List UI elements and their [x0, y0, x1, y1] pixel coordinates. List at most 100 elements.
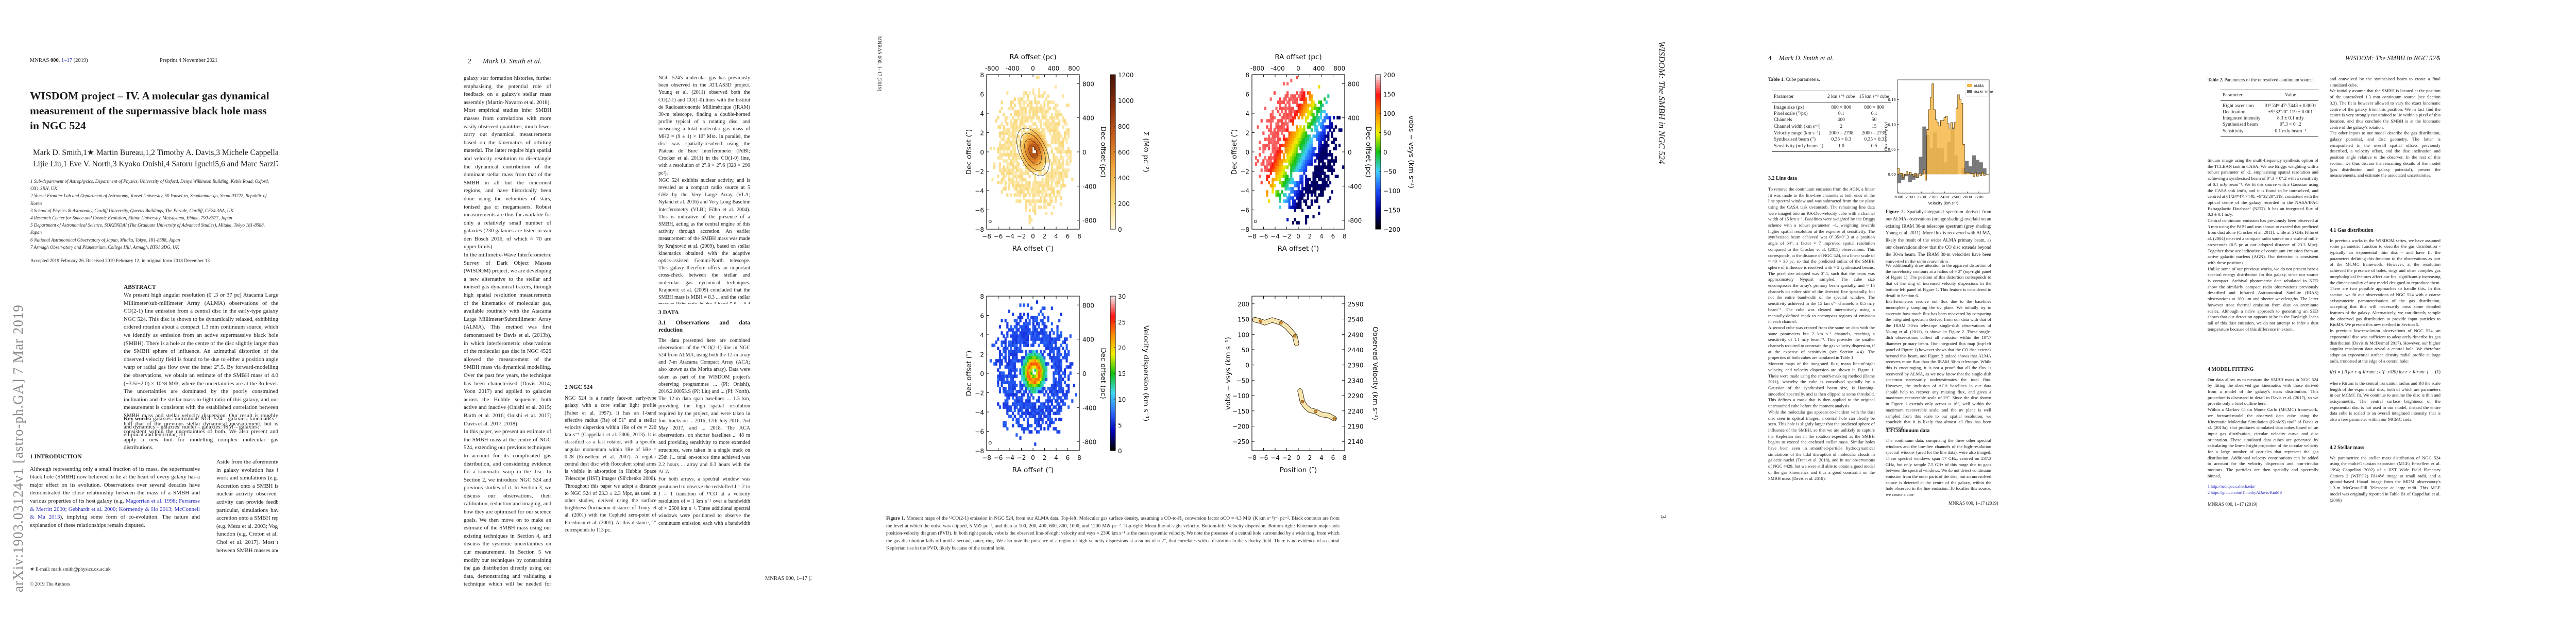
spectrum-bar-alma: [1971, 173, 1974, 175]
x-tick-label: 2400: [1940, 195, 1949, 199]
table-cell: 0.35 × 0.3: [1864, 137, 1884, 142]
legend-swatch: [1967, 90, 1972, 93]
spectrum-bar-alma: [1954, 122, 1956, 175]
y2-axis-label: Dec offset (pc): [1099, 348, 1107, 399]
spectrum-bar-alma: [1899, 173, 1901, 175]
spectrum-bar-alma: [1949, 129, 1951, 175]
y-tick-label: 0.10: [1888, 123, 1896, 127]
y-tick-label: 0.05: [1888, 148, 1896, 152]
footnote-2[interactable]: 2 https://github.com/TimothyADavis/KinMS: [2208, 490, 2282, 495]
x-tick-label: −6: [1259, 233, 1268, 240]
spectrum-bar-alma: [1920, 174, 1922, 176]
x-axis-label: RA offset (″): [1278, 245, 1319, 253]
panel-fig1-bottom-left: −8 −6 −4 −2 0 2 4 6 8RA offset (″)−8−6−4−2024688…: [965, 293, 1150, 474]
page-5: WISDOM: The SMBH in NGC 524 5 Table 2. P…: [2195, 0, 2576, 618]
beam-ellipse: [988, 220, 992, 223]
spectrum-bar-alma: [1913, 174, 1915, 177]
x-axis-label: Velocity (km s⁻¹): [1928, 201, 1959, 205]
y-tick-label: 4: [1245, 110, 1249, 117]
y-tick-label: 50: [1242, 347, 1249, 354]
y-tick-label: −2: [975, 390, 984, 397]
x-tick-label: −2: [1282, 233, 1292, 240]
x-tick-label: 4: [1319, 233, 1324, 240]
intro-column-2: Aside from the aforementioned empirical …: [216, 459, 278, 554]
page-4: 4 Mark D. Smith et al. Table 1. Cube par…: [1752, 0, 2195, 618]
preprint-date: Preprint 4 November 2021: [160, 58, 218, 63]
pvd-peak: [1300, 400, 1304, 404]
y-tick-label: 8: [980, 293, 984, 300]
citation-links[interactable]: Magorrian et al. 1998; Ferrarese & Merri…: [30, 497, 200, 521]
table-cell: 800 × 800: [1864, 105, 1884, 110]
x-tick-label: −4: [1270, 233, 1280, 240]
beam-ellipse: [1253, 220, 1257, 223]
y-tick-label: 0: [980, 149, 984, 156]
x-tick-label: 8: [1343, 233, 1347, 240]
continuum-section: 3.3 Continuum data The continuum data, c…: [1886, 428, 1991, 497]
pvd-peak: [1293, 334, 1297, 338]
x-tick-label: −4: [1270, 454, 1280, 461]
y-tick-label: −250: [1232, 438, 1249, 445]
spectrum-bar-alma: [1923, 169, 1925, 175]
legend-label: ALMA: [1974, 84, 1984, 88]
spectrum-bar-alma: [1956, 108, 1958, 175]
y2-tick-label: 2440: [1348, 347, 1364, 354]
y2-tick-label: 2190: [1348, 423, 1364, 430]
colorbar-tick-label: 1000: [1118, 97, 1134, 105]
x-axis-label: Position (″): [1280, 466, 1317, 474]
table-row: Synthesised beam 0″.3 × 0″.2: [2221, 122, 2318, 128]
section-heading: 1 INTRODUCTION: [30, 454, 82, 460]
table-cell: 50: [1871, 117, 1877, 123]
colorbar-tick-label: 0: [1118, 448, 1122, 455]
y-tick-label: −4: [1240, 187, 1249, 195]
x2-tick-label: 800: [1068, 65, 1080, 72]
y2-tick-label: 0: [1082, 149, 1087, 156]
table-row: Channel width (km s⁻¹) 2 15: [1772, 123, 1891, 130]
spectrum-bar-alma: [1980, 174, 1982, 176]
table-cell: 15: [1871, 124, 1877, 129]
spectrum-bar-alma: [1939, 126, 1941, 175]
spectrum-bar-alma: [1942, 121, 1944, 175]
spectrum-bar-iram-30-m: [1975, 160, 1979, 175]
x-tick-label: −6: [994, 454, 1003, 461]
colorbar-tick-label: −100: [1383, 187, 1400, 195]
colorbar-label: Velocity dispersion (km s⁻¹): [1142, 325, 1150, 421]
footnote-1[interactable]: 1 http://ned.ipac.caltech.edu/: [2208, 484, 2256, 489]
column-3: NGC 524's molecular gas has previously b…: [658, 75, 750, 304]
table-row: Synthesised beam (″) 0.35 × 0.3 0.35 × 0.3: [1772, 136, 1891, 143]
y-tick-label: 4: [980, 110, 984, 117]
x-tick-label: −8: [1247, 454, 1257, 461]
y2-tick-label: 800: [1082, 80, 1094, 88]
spectrum-bar-alma: [1983, 174, 1986, 176]
colorbar-tick-label: 10: [1118, 396, 1126, 403]
colorbar-tick-label: 30: [1118, 293, 1126, 300]
spectrum-bar-alma: [1952, 129, 1955, 175]
introduction: 1 INTRODUCTION Although representing onl…: [30, 454, 200, 528]
gas-distribution-section: 4.1 Gas distribution In previous works i…: [2330, 228, 2441, 422]
y-tick-label: −6: [975, 207, 984, 214]
y2-tick-label: 800: [1348, 80, 1360, 88]
email-footnote[interactable]: ★ E-mail: mark.smith@physics.ox.ac.uk: [30, 567, 111, 572]
x2-tick-label: -800: [1250, 65, 1264, 72]
page-number: 2: [468, 58, 471, 65]
y-axis-label: Dec offset (″): [965, 351, 973, 396]
y-tick-label: −8: [1240, 226, 1249, 233]
x-tick-label: 6: [1066, 454, 1070, 461]
table-1: Parameter 2 km s⁻¹ cube 15 km s⁻¹ cube I…: [1772, 91, 1891, 152]
spectrum-bar-alma: [1940, 121, 1943, 175]
continuum-text: tinuum image using the multi-frequency s…: [2208, 158, 2318, 332]
y2-tick-label: 2140: [1348, 438, 1364, 445]
spectrum-bar-iram-30-m: [1979, 162, 1983, 175]
spectrum-bar-iram-30-m: [1911, 174, 1916, 180]
table-cell: 1.0: [1838, 143, 1844, 149]
table-cell: 01ʰ 24ᵐ 47ˢ.7448 ± 0.0001: [2264, 104, 2317, 109]
x-tick-label: 2000: [1894, 195, 1903, 199]
y2-axis-label: Dec offset (pc): [1364, 126, 1372, 177]
author-list: Mark D. Smith,1★ Martin Bureau,1,2 Timot…: [33, 148, 278, 168]
column-2-text: and convolved by the synthesised beam to…: [2330, 76, 2441, 178]
spectrum-bar-alma: [1976, 174, 1979, 177]
figure-2-spectrum: 2000 2100 2200 2300 2400 2500 2600 2700 0.00 0.05…: [1884, 79, 1993, 205]
arxiv-stamp[interactable]: arXiv:1903.03124v1 [astro-ph.GA] 7 Mar 2…: [10, 304, 26, 592]
y-tick-label: 0: [1245, 362, 1249, 369]
y2-tick-label: 0: [1348, 149, 1352, 156]
pages-link[interactable]: 1–17: [61, 58, 72, 63]
